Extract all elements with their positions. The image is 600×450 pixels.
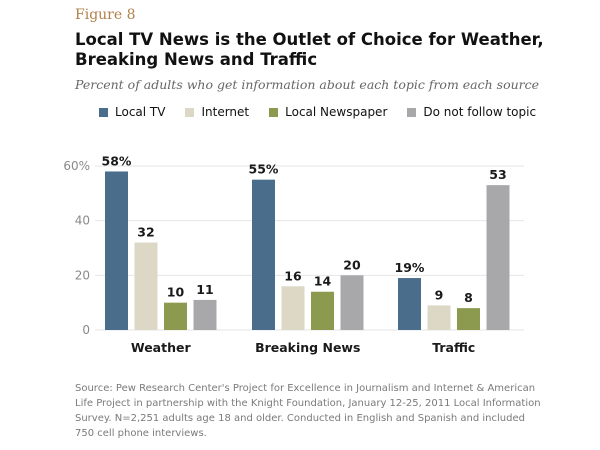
- legend: Local TV Internet Local Newspaper Do not…: [99, 105, 536, 119]
- bar-do-not-follow-topic: [193, 299, 217, 330]
- data-label: 14: [314, 274, 332, 289]
- bar-local-newspaper: [457, 308, 480, 330]
- y-tick-label: 60%: [63, 159, 90, 173]
- data-label: 53: [489, 167, 506, 182]
- bar-local-tv: [252, 179, 275, 330]
- chart-title: Local TV News is the Outlet of Choice fo…: [75, 30, 544, 69]
- legend-item-local-newspaper: Local Newspaper: [269, 105, 387, 119]
- data-label: 32: [137, 225, 154, 240]
- y-tick-label: 40: [75, 214, 90, 228]
- data-label: 11: [196, 282, 213, 297]
- bar-internet: [427, 305, 451, 330]
- data-label: 16: [284, 268, 302, 283]
- figure-label: Figure 8: [75, 7, 136, 23]
- data-label: 8: [464, 290, 473, 305]
- bar-do-not-follow-topic: [486, 185, 510, 330]
- legend-item-internet: Internet: [185, 105, 249, 119]
- y-tick-label: 20: [75, 268, 90, 282]
- bar-local-tv: [105, 171, 128, 330]
- data-label: 10: [167, 285, 185, 300]
- bar-internet: [281, 286, 305, 330]
- legend-label-local-tv: Local TV: [115, 105, 166, 119]
- bar-do-not-follow-topic: [340, 275, 364, 330]
- x-category-label: Breaking News: [255, 340, 360, 355]
- bar-chart: 0 20 40 60% 58% 32 10 11 Weather 55% 16 14 20 Breakin…: [63, 153, 524, 355]
- legend-swatch-not-follow: [407, 107, 417, 117]
- x-category-label: Traffic: [432, 340, 475, 355]
- legend-item-not-follow: Do not follow topic: [407, 105, 536, 119]
- legend-label-local-newspaper: Local Newspaper: [285, 105, 388, 119]
- data-label: 20: [343, 257, 361, 272]
- legend-label-internet: Internet: [201, 105, 250, 119]
- y-tick-label: 0: [82, 323, 90, 337]
- chart-subtitle: Percent of adults who get information ab…: [75, 77, 540, 92]
- bar-internet: [134, 242, 158, 330]
- bar-local-newspaper: [311, 291, 334, 330]
- legend-swatch-local-tv: [99, 107, 108, 117]
- legend-swatch-local-newspaper: [269, 107, 279, 117]
- data-label: 58%: [102, 153, 132, 168]
- source-note: Source: Pew Research Center's Project fo…: [75, 383, 541, 439]
- bar-local-newspaper: [164, 302, 187, 330]
- bar-local-tv: [398, 278, 421, 330]
- legend-item-local-tv: Local TV: [99, 105, 165, 119]
- data-label: 19%: [395, 260, 425, 275]
- data-label: 55%: [249, 162, 279, 177]
- legend-swatch-internet: [185, 107, 195, 117]
- legend-label-not-follow: Do not follow topic: [423, 105, 537, 119]
- x-category-label: Weather: [131, 340, 192, 355]
- data-label: 9: [435, 287, 444, 302]
